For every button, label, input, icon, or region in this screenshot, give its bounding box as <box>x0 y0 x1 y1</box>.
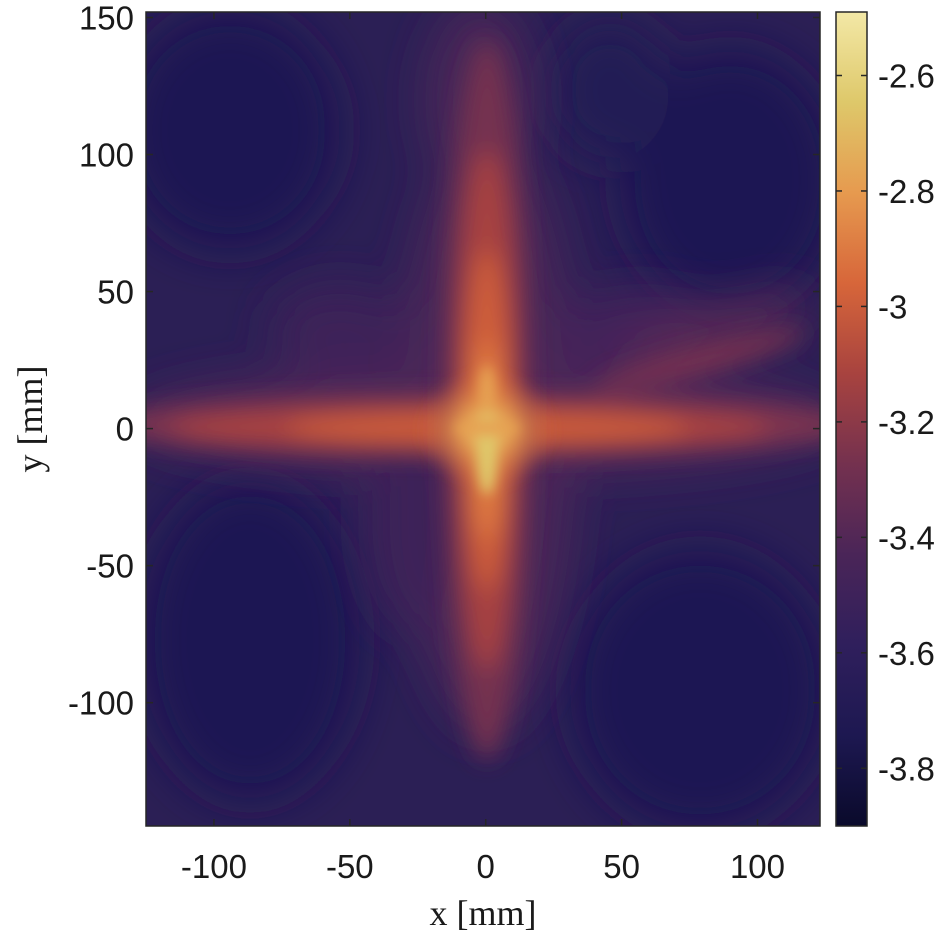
colorbar-tick-label: -3.4 <box>878 519 935 556</box>
colorbar-frame <box>835 11 868 827</box>
colorbar-tick-label: -3 <box>878 288 907 325</box>
x-tick-label: -50 <box>326 848 374 885</box>
y-tick-label: 50 <box>97 274 134 311</box>
x-tick-label: 100 <box>730 848 785 885</box>
center-peak <box>417 365 557 495</box>
colorbar-tick-label: -3.2 <box>878 404 935 441</box>
x-tick-label: 50 <box>603 848 640 885</box>
y-axis-ticks: -100 -50 0 50 100 150 <box>68 0 820 722</box>
y-tick-label: 150 <box>79 0 134 36</box>
plot-frame <box>145 11 821 827</box>
colorbar-tick-label: -2.8 <box>878 173 935 210</box>
dark-regions <box>146 12 820 826</box>
x-tick-label: 0 <box>477 848 495 885</box>
heatmap-plot <box>146 12 820 826</box>
x-tick-label: -100 <box>181 848 247 885</box>
y-tick-label: -100 <box>68 685 134 722</box>
colorbar-tick-label: -3.8 <box>878 750 935 787</box>
y-tick-label: 0 <box>116 411 134 448</box>
colorbar-tick-label: -2.6 <box>878 58 935 95</box>
colorbar: -3.8 -3.6 -3.4 -3.2 -3 -2.8 -2.6 <box>835 11 935 827</box>
colorbar-ticks: -3.8 -3.6 -3.4 -3.2 -3 -2.8 -2.6 <box>836 58 935 787</box>
y-tick-label: 100 <box>79 137 134 174</box>
x-axis-ticks: -100 -50 0 50 100 <box>181 12 785 885</box>
colorbar-tick-label: -3.6 <box>878 635 935 672</box>
y-axis-label: y [mm] <box>10 366 50 473</box>
y-tick-label: -50 <box>86 548 134 585</box>
x-axis-label: x [mm] <box>430 893 537 933</box>
colorbar-fill <box>836 12 867 826</box>
